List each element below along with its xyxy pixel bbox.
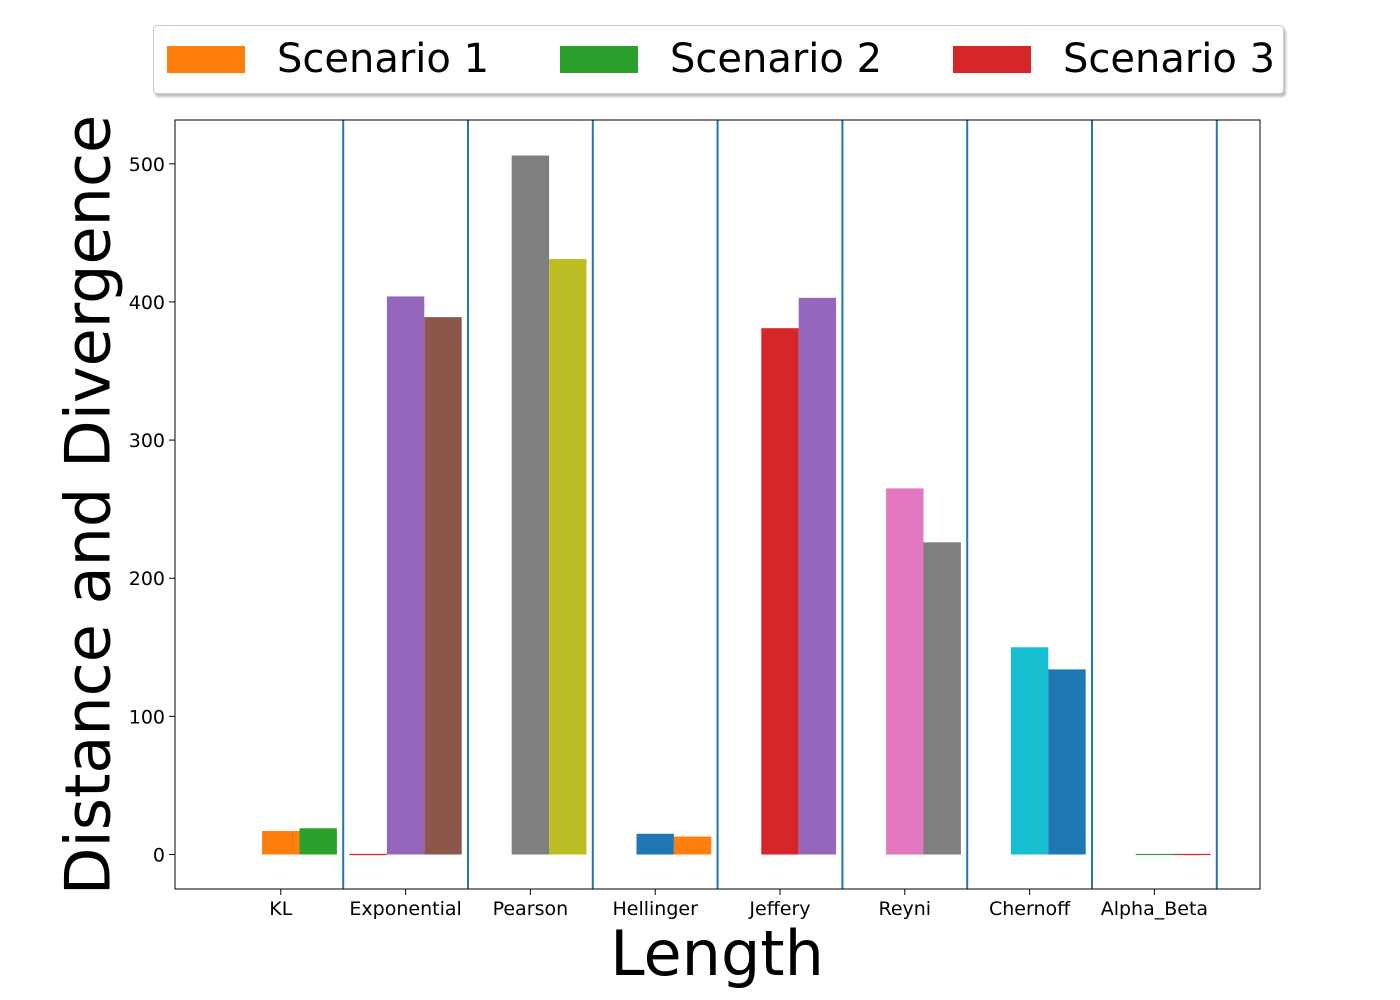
bar-jeffery-1	[761, 328, 799, 855]
plot-frame	[174, 119, 1261, 890]
bar-kl-1	[262, 831, 300, 855]
x-tick-label: Chernoff	[989, 898, 1071, 920]
x-axis-title: Length	[610, 917, 824, 990]
x-tick-label: Hellinger	[612, 898, 698, 920]
bar-pearson-1	[511, 155, 550, 855]
x-tick-label: KL	[269, 898, 292, 920]
y-tick-label: 0	[153, 845, 165, 867]
legend-swatch-scenario-1	[167, 45, 245, 73]
legend-item-scenario-2: Scenario 2	[560, 26, 882, 92]
y-tick-label: 100	[129, 706, 165, 728]
x-tick-label: Reyni	[878, 898, 931, 920]
y-tick-label: 300	[129, 430, 165, 452]
bar-hellinger-2	[673, 836, 712, 855]
y-tick-label: 200	[129, 568, 165, 590]
bar-exponential-1	[386, 296, 425, 855]
bar-exponential-0	[349, 853, 387, 856]
legend-label-scenario-2: Scenario 2	[670, 36, 883, 82]
legend-swatch-scenario-3	[953, 45, 1031, 73]
bar-alpha_beta-1	[1135, 853, 1174, 856]
legend-label-scenario-1: Scenario 1	[277, 36, 490, 82]
legend: Scenario 1 Scenario 2 Scenario 3	[153, 25, 1284, 94]
bar-reyni-1	[886, 488, 924, 855]
bar-jeffery-2	[798, 297, 837, 855]
legend-swatch-scenario-2	[560, 45, 638, 73]
bar-chernoff-1	[1010, 647, 1049, 855]
y-axis-title: Distance and Divergence	[51, 114, 125, 896]
bar-pearson-2	[549, 259, 587, 855]
bar-kl-2	[299, 828, 337, 855]
legend-label-scenario-3: Scenario 3	[1063, 36, 1276, 82]
bar-chernoff-2	[1048, 669, 1086, 855]
x-tick-label: Exponential	[349, 898, 461, 920]
bar-reyni-2	[923, 542, 961, 855]
y-tick-label: 400	[129, 292, 165, 314]
legend-item-scenario-1: Scenario 1	[167, 26, 489, 92]
bar-alpha_beta-2	[1173, 853, 1211, 856]
x-tick-label: Pearson	[493, 898, 569, 920]
bar-hellinger-1	[636, 833, 674, 855]
legend-item-scenario-3: Scenario 3	[953, 26, 1275, 92]
x-tick-label: Jeffery	[748, 898, 810, 920]
x-tick-label: Alpha_Beta	[1101, 898, 1208, 920]
y-tick-label: 500	[129, 154, 165, 176]
bar-exponential-2	[424, 317, 462, 855]
